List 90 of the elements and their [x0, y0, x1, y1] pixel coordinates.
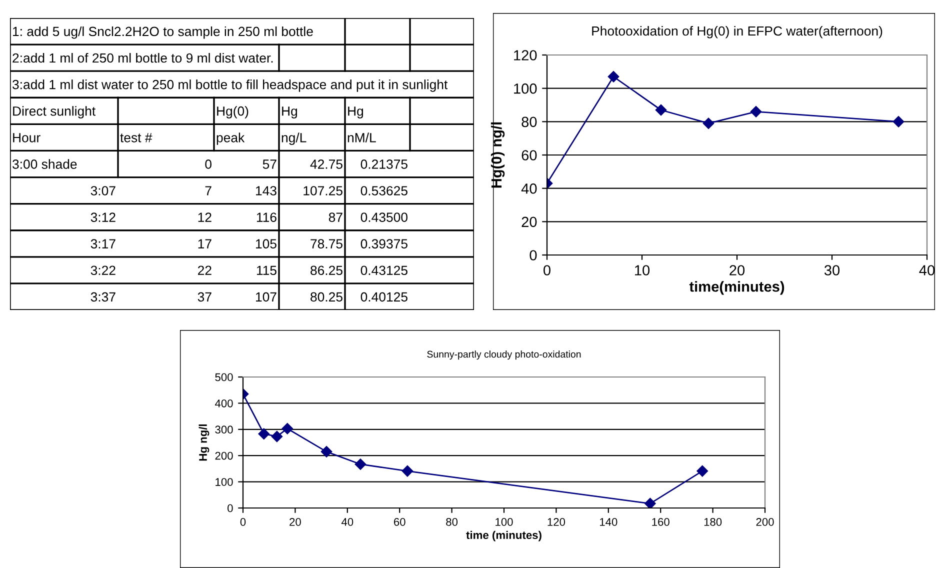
text: 143 — [256, 186, 276, 196]
point — [644, 498, 656, 508]
point — [608, 71, 620, 82]
point — [320, 446, 332, 458]
text: 78.75 — [310, 239, 342, 249]
text: 12 — [198, 212, 212, 222]
y-tick-label: 0 — [228, 504, 233, 512]
y-tick-label: 200 — [215, 452, 233, 460]
text: 107.25 — [304, 186, 342, 196]
text: 116 — [256, 212, 276, 222]
text: 2:add 1 ml of 250 ml bottle to 9 ml dist water. — [12, 52, 273, 63]
text: 0.40125 — [360, 292, 408, 302]
y-tick-label: 300 — [215, 426, 233, 434]
text: 1: add 5 ug/l Sncl2.2H2O to sample in 250 ml bottle — [13, 26, 313, 39]
point — [258, 428, 270, 440]
text: 107 — [256, 292, 276, 302]
text: 0.39375 — [360, 239, 408, 249]
text: 42.75 — [310, 160, 342, 169]
x-tick-label: 40 — [341, 518, 354, 526]
point — [696, 465, 708, 477]
y-tick-label: 400 — [214, 399, 233, 408]
point — [655, 104, 667, 116]
text: 3:17 — [90, 239, 116, 249]
text: 3:22 — [90, 266, 116, 276]
text: 0.43500 — [360, 212, 408, 222]
y-tick-label: 500 — [215, 373, 233, 382]
x-tick-label: 40 — [919, 265, 935, 276]
text: Hg — [282, 106, 298, 118]
point — [892, 116, 904, 128]
point — [282, 423, 293, 434]
text: 0.21375 — [360, 160, 408, 169]
x-tick-label: 120 — [548, 518, 566, 526]
y-axis-title: Hg(0) ng/l — [490, 122, 505, 188]
x-tick-label: 200 — [756, 518, 774, 526]
y-tick-label: 40 — [521, 183, 537, 194]
x-axis-title: time (minutes) — [466, 530, 542, 542]
text: 3:07 — [90, 186, 116, 196]
point — [702, 118, 714, 129]
text: 7 — [205, 186, 212, 196]
point — [354, 458, 366, 470]
text: Hg — [348, 106, 364, 118]
x-tick-label: 0 — [544, 265, 550, 276]
x-tick-label: 100 — [496, 518, 513, 526]
y-tick-label: 0 — [530, 250, 537, 260]
text: 105 — [256, 239, 276, 249]
text: Hour — [13, 133, 40, 142]
text: 86.25 — [310, 266, 342, 276]
y-tick-label: 80 — [522, 116, 537, 128]
text: 3:37 — [90, 292, 116, 302]
text: 87 — [328, 212, 342, 222]
point — [271, 430, 283, 442]
x-tick-label: 180 — [704, 518, 722, 526]
y-tick-label: 100 — [514, 83, 537, 94]
y-tick-label: 100 — [216, 478, 233, 486]
x-tick-label: 160 — [652, 518, 670, 526]
point — [750, 106, 762, 118]
text: 115 — [256, 266, 276, 276]
text: 0 — [205, 160, 212, 169]
text: peak — [216, 132, 245, 145]
text: test # — [120, 133, 152, 142]
x-tick-label: 20 — [730, 265, 745, 276]
x-tick-label: 0 — [240, 518, 246, 526]
y-tick-label: 60 — [522, 150, 537, 160]
x-tick-label: 140 — [600, 518, 618, 526]
x-tick-label: 20 — [290, 518, 301, 526]
text: 3:add 1 ml dist water to 250 ml bottle to fill headspace and put it in sunlight — [12, 80, 448, 92]
text: 80.25 — [310, 292, 342, 302]
text: 37 — [198, 292, 212, 302]
x-tick-label: 10 — [635, 265, 650, 276]
text: ng/L — [282, 132, 306, 145]
text: 22 — [198, 266, 212, 275]
x-tick-label: 30 — [824, 265, 840, 276]
text: nM/L — [348, 132, 376, 142]
text: 17 — [198, 239, 212, 248]
text: Hg(0) — [217, 106, 248, 118]
y-axis-title: Hg ng/l — [198, 424, 210, 461]
text: 0.53625 — [360, 186, 408, 196]
y-tick-label: 20 — [522, 216, 537, 228]
text: 3:12 — [90, 212, 116, 222]
chart-title: Photooxidation of Hg(0) in EFPC water(afternoon) — [592, 26, 882, 38]
x-tick-label: 60 — [394, 518, 406, 526]
point — [402, 465, 414, 477]
text: 3:00 shade — [12, 159, 77, 169]
x-axis-title: time(minutes) — [689, 281, 784, 295]
y-tick-label: 120 — [514, 50, 537, 60]
text: 57 — [262, 160, 276, 169]
text: 0.43125 — [360, 266, 408, 276]
x-tick-label: 80 — [446, 518, 458, 526]
chart-title: Sunny-partly cloudy photo-oxidation — [427, 350, 581, 360]
text: Direct sunlight — [13, 106, 96, 118]
